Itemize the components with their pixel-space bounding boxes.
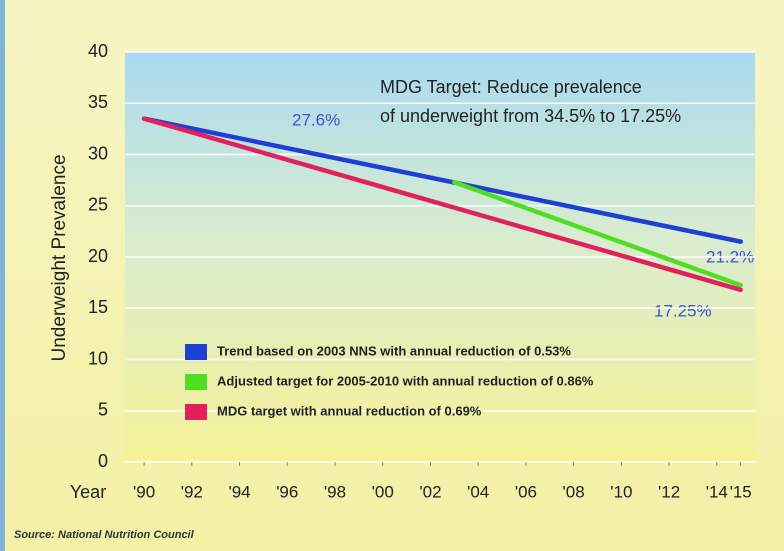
x-tick-label: '08 <box>563 482 585 501</box>
x-tick-label: '92 <box>181 482 203 501</box>
y-tick-label: 0 <box>98 451 108 471</box>
series-line <box>452 179 743 288</box>
legend-swatch <box>185 404 207 420</box>
y-axis-label: Underweight Prevalence <box>49 154 70 361</box>
x-tick-label: '10 <box>610 482 632 501</box>
y-tick-label: 25 <box>88 195 108 215</box>
y-tick-label: 5 <box>98 400 108 420</box>
x-tick-label: '15 <box>730 482 752 501</box>
series-line <box>141 116 743 244</box>
y-tick-label: 20 <box>88 246 108 266</box>
x-tick-label: '94 <box>228 482 250 501</box>
y-tick-label: 35 <box>88 92 108 112</box>
legend-label: Adjusted target for 2005-2010 with annua… <box>217 373 594 388</box>
source: Source: National Nutrition Council <box>14 529 195 541</box>
annotation: of underweight from 34.5% to 17.25% <box>380 106 681 126</box>
x-tick-label: '04 <box>467 482 489 501</box>
x-tick-label: '14 <box>706 482 728 501</box>
y-tick-label: 40 <box>88 41 108 61</box>
y-tick-label: 30 <box>88 143 108 163</box>
series-line <box>141 116 743 293</box>
annotation: 17.25% <box>654 301 712 320</box>
y-tick-label: 10 <box>88 348 108 368</box>
x-axis-label: Year <box>70 482 106 502</box>
legend-swatch <box>185 344 207 360</box>
x-tick-label: '98 <box>324 482 346 501</box>
annotation: MDG Target: Reduce prevalence <box>380 77 642 97</box>
x-tick-label: '02 <box>419 482 441 501</box>
legend-swatch <box>185 374 207 390</box>
x-tick-label: '96 <box>276 482 298 501</box>
edge-stripe <box>0 0 5 551</box>
x-tick-label: '00 <box>372 482 394 501</box>
x-tick-label: '06 <box>515 482 537 501</box>
x-tick-label: '12 <box>658 482 680 501</box>
legend-label: Trend based on 2003 NNS with annual redu… <box>217 343 571 358</box>
annotation: 27.6% <box>292 110 340 129</box>
x-tick-label: '90 <box>133 482 155 501</box>
y-tick-label: 15 <box>88 297 108 317</box>
legend-label: MDG target with annual reduction of 0.69… <box>217 403 482 418</box>
